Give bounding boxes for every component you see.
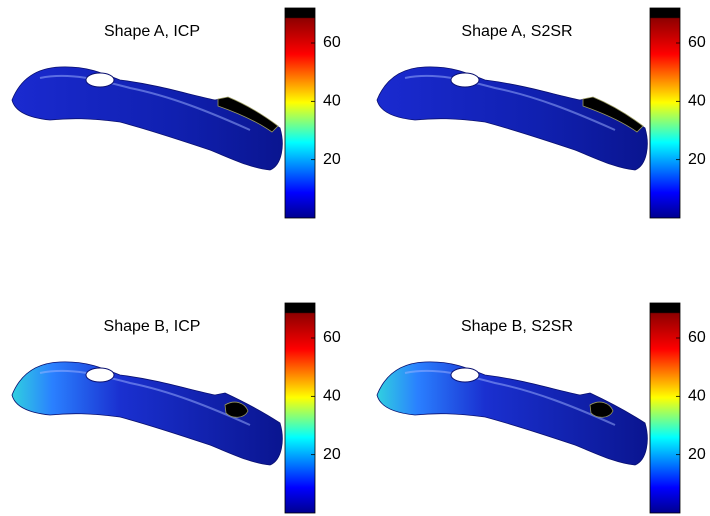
- colorbar-tick-label: 60: [323, 329, 341, 346]
- colorbar-tick-label: 20: [323, 446, 341, 463]
- panel: Shape A, ICP 20 40 60: [11, 7, 341, 219]
- shape-body: [376, 66, 648, 171]
- colorbar: [284, 7, 316, 219]
- panel-title: Shape A, S2SR: [461, 23, 572, 40]
- shape-render: [11, 361, 283, 466]
- colorbar-tick-label: 40: [323, 93, 341, 110]
- colorbar-tick-label: 40: [688, 388, 706, 405]
- error-region: [224, 401, 249, 418]
- colorbar: [649, 302, 681, 514]
- colorbar: [649, 7, 681, 219]
- panel: Shape B, S2SR 20 40 60: [376, 302, 706, 514]
- shape-hole: [85, 367, 115, 383]
- shape-body: [11, 361, 283, 466]
- shape-body: [11, 66, 283, 171]
- shape-render: [376, 66, 648, 171]
- colorbar-tick-label: 40: [323, 388, 341, 405]
- colorbar-tick-label: 60: [688, 34, 706, 51]
- colorbar-tick-label: 20: [688, 446, 706, 463]
- shape-highlight: [404, 369, 616, 426]
- error-region: [589, 401, 614, 418]
- shape-highlight: [39, 74, 251, 131]
- colorbar-tick-label: 20: [688, 151, 706, 168]
- shape-hole: [85, 72, 115, 88]
- shape-hole: [450, 72, 480, 88]
- shape-highlight: [39, 369, 251, 426]
- panel-title: Shape A, ICP: [104, 23, 200, 40]
- shape-highlight: [404, 74, 616, 131]
- shape-render: [11, 66, 283, 171]
- colorbar-tick-label: 20: [323, 151, 341, 168]
- colorbar: [284, 302, 316, 514]
- error-region: [582, 96, 644, 133]
- colorbar-tick-label: 40: [688, 93, 706, 110]
- error-region: [217, 96, 279, 133]
- shape-body: [376, 361, 648, 466]
- colorbar-tick-label: 60: [323, 34, 341, 51]
- panel-title: Shape B, S2SR: [461, 318, 573, 335]
- panel: Shape B, ICP 20 40 60: [11, 302, 341, 514]
- colorbar-tick-label: 60: [688, 329, 706, 346]
- shape-hole: [450, 367, 480, 383]
- panel-title: Shape B, ICP: [104, 318, 201, 335]
- shape-render: [376, 361, 648, 466]
- panel: Shape A, S2SR 20 40 60: [376, 7, 706, 219]
